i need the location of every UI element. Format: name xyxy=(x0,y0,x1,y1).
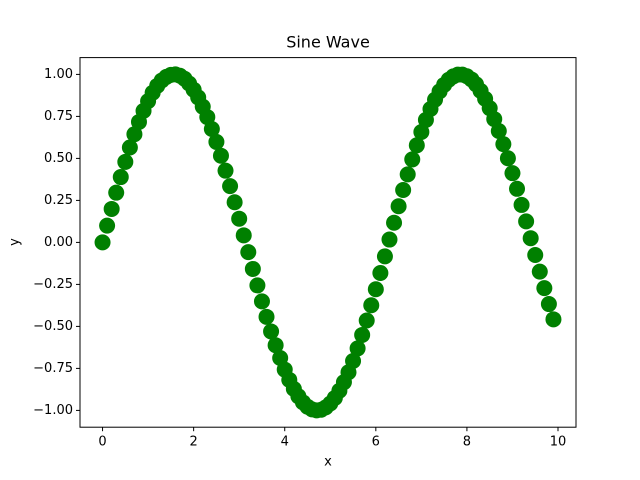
point xyxy=(208,133,225,150)
point xyxy=(203,121,220,137)
point xyxy=(235,227,252,244)
x-axis-label: x xyxy=(324,455,332,470)
point xyxy=(395,181,412,198)
point xyxy=(504,165,521,182)
point xyxy=(363,297,380,314)
y-tick-label: 0.50 xyxy=(44,151,73,166)
point xyxy=(518,213,535,230)
y-tick-label: 0.25 xyxy=(44,193,73,208)
point xyxy=(222,178,239,195)
point xyxy=(367,281,384,298)
chart-title: Sine Wave xyxy=(286,33,370,52)
point xyxy=(258,308,275,325)
point xyxy=(112,169,129,186)
point xyxy=(509,180,526,197)
point xyxy=(408,137,425,154)
point xyxy=(263,323,280,340)
x-tick-label: 10 xyxy=(550,435,567,450)
point xyxy=(490,123,507,140)
x-tick-label: 4 xyxy=(281,435,289,450)
point xyxy=(536,280,553,297)
point xyxy=(126,126,143,143)
point xyxy=(212,147,229,164)
point xyxy=(531,263,548,280)
y-tick-label: −1.00 xyxy=(33,403,73,418)
point xyxy=(249,277,266,294)
point xyxy=(267,337,284,354)
point xyxy=(103,200,120,217)
y-tick-label: 0.00 xyxy=(44,235,73,250)
point xyxy=(372,264,389,281)
point xyxy=(399,166,416,183)
x-tick-label: 2 xyxy=(189,435,197,450)
point xyxy=(231,210,248,227)
point xyxy=(244,260,261,277)
y-tick-label: 1.00 xyxy=(44,67,73,82)
point xyxy=(217,162,234,179)
point xyxy=(527,247,544,263)
plot-frame xyxy=(79,57,577,428)
y-axis-label: y xyxy=(8,238,23,246)
point xyxy=(117,153,134,170)
point xyxy=(376,248,393,265)
x-tick-label: 8 xyxy=(463,435,471,450)
point xyxy=(381,231,398,248)
point xyxy=(358,312,375,329)
y-tick-label: 0.75 xyxy=(44,109,73,124)
point xyxy=(99,217,116,234)
y-tick-label: −0.50 xyxy=(33,319,73,334)
point xyxy=(94,234,111,251)
point xyxy=(545,311,562,328)
point xyxy=(413,124,430,141)
point xyxy=(499,150,516,167)
point xyxy=(495,136,512,153)
point xyxy=(349,340,366,357)
point xyxy=(345,353,362,370)
point xyxy=(386,214,403,231)
point xyxy=(226,194,243,211)
point xyxy=(354,326,371,343)
y-tick-label: −0.75 xyxy=(33,361,73,376)
point xyxy=(121,139,138,156)
y-tick-label: −0.25 xyxy=(33,277,73,292)
point xyxy=(390,198,407,215)
point xyxy=(240,244,257,261)
point xyxy=(540,296,557,313)
point xyxy=(404,151,421,168)
point xyxy=(253,293,270,310)
point xyxy=(513,196,530,213)
x-tick-label: 0 xyxy=(98,435,106,450)
point xyxy=(108,184,125,201)
x-tick-label: 6 xyxy=(372,435,380,450)
point xyxy=(522,230,539,247)
